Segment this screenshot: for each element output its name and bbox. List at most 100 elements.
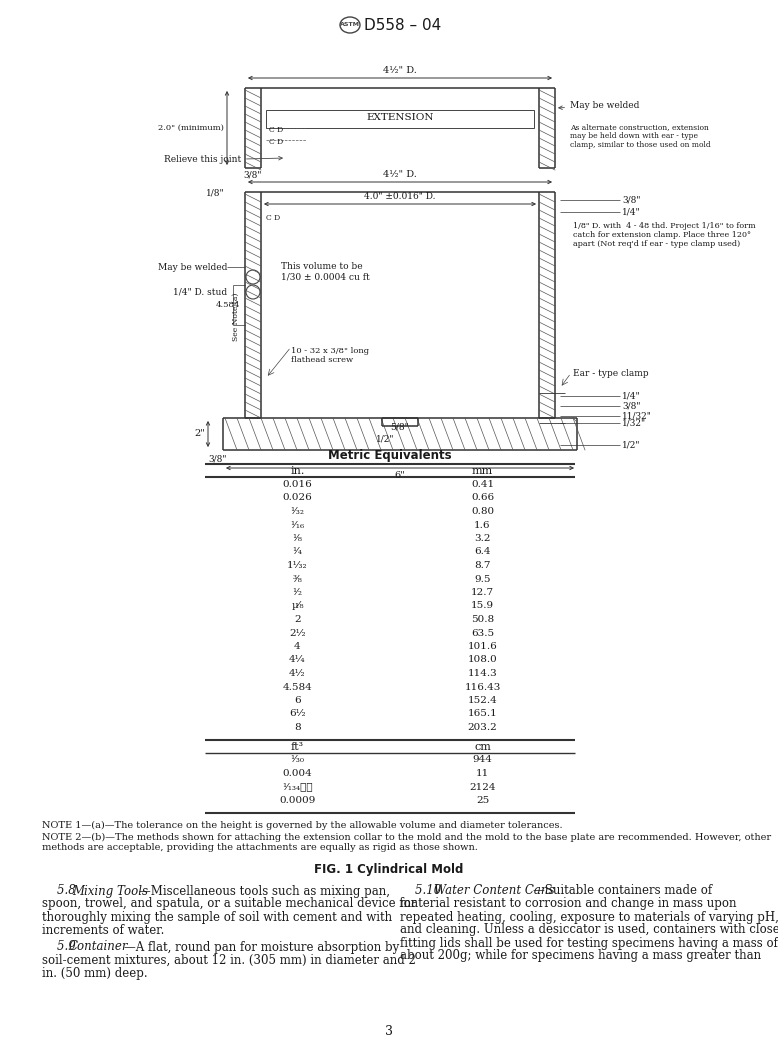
Text: about 200g; while for specimens having a mass greater than: about 200g; while for specimens having a… bbox=[400, 949, 761, 963]
Text: 11: 11 bbox=[476, 769, 489, 778]
Text: 3: 3 bbox=[385, 1025, 393, 1038]
Text: Ear - type clamp: Ear - type clamp bbox=[573, 369, 649, 378]
Text: 3/8": 3/8" bbox=[209, 455, 227, 464]
Text: 0.41: 0.41 bbox=[471, 480, 494, 489]
Text: FIG. 1 Cylindrical Mold: FIG. 1 Cylindrical Mold bbox=[314, 863, 464, 875]
Text: 0.016: 0.016 bbox=[282, 480, 313, 489]
Text: 0.0009: 0.0009 bbox=[279, 796, 316, 805]
Text: ft³: ft³ bbox=[291, 741, 304, 752]
Text: 4¹⁄₂: 4¹⁄₂ bbox=[289, 669, 306, 678]
Text: 4¹⁄₄: 4¹⁄₄ bbox=[289, 656, 306, 664]
Text: 4.0" ±0.016" D.: 4.0" ±0.016" D. bbox=[364, 192, 436, 201]
Text: Mixing Tools: Mixing Tools bbox=[72, 885, 148, 897]
Text: 4¹⁄₂" D.: 4¹⁄₂" D. bbox=[383, 66, 417, 75]
Text: soil-cement mixtures, about 12 in. (305 mm) in diameter and 2: soil-cement mixtures, about 12 in. (305 … bbox=[42, 954, 416, 966]
Text: 4.584: 4.584 bbox=[216, 301, 240, 309]
Text: 6": 6" bbox=[394, 471, 405, 480]
Text: increments of water.: increments of water. bbox=[42, 923, 164, 937]
Text: 2¹⁄₂: 2¹⁄₂ bbox=[289, 629, 306, 637]
Text: 15.9: 15.9 bbox=[471, 602, 494, 610]
Text: 1/4": 1/4" bbox=[622, 391, 640, 401]
Text: in. (50 mm) deep.: in. (50 mm) deep. bbox=[42, 966, 148, 980]
Text: 0.80: 0.80 bbox=[471, 507, 494, 516]
Text: May be welded: May be welded bbox=[559, 102, 640, 110]
Text: 1/2": 1/2" bbox=[376, 434, 394, 443]
Text: Metric Equivalents: Metric Equivalents bbox=[328, 449, 452, 462]
Text: material resistant to corrosion and change in mass upon: material resistant to corrosion and chan… bbox=[400, 897, 737, 911]
Text: D558 – 04: D558 – 04 bbox=[364, 18, 441, 32]
Text: 3/8": 3/8" bbox=[622, 402, 640, 410]
Text: 1/8": 1/8" bbox=[206, 188, 225, 197]
Text: —Miscellaneous tools such as mixing pan,: —Miscellaneous tools such as mixing pan, bbox=[139, 885, 390, 897]
Text: ¹⁄₃₂: ¹⁄₃₂ bbox=[290, 507, 304, 516]
Text: C D: C D bbox=[269, 138, 283, 146]
Text: 101.6: 101.6 bbox=[468, 642, 497, 651]
Text: in.: in. bbox=[290, 466, 305, 476]
Text: cm: cm bbox=[474, 741, 491, 752]
Text: 116.43: 116.43 bbox=[464, 683, 501, 691]
Text: 4¹⁄₂" D.: 4¹⁄₂" D. bbox=[383, 170, 417, 179]
Text: 2": 2" bbox=[194, 430, 205, 438]
Text: and cleaning. Unless a desiccator is used, containers with close: and cleaning. Unless a desiccator is use… bbox=[400, 923, 778, 937]
Text: Relieve this joint: Relieve this joint bbox=[163, 155, 282, 164]
Text: ¹⁄₂: ¹⁄₂ bbox=[293, 588, 303, 596]
Text: 1/4" D. stud: 1/4" D. stud bbox=[173, 287, 227, 297]
Text: 9.5: 9.5 bbox=[475, 575, 491, 584]
Text: 10 - 32 x 3/8" long
flathead screw: 10 - 32 x 3/8" long flathead screw bbox=[291, 347, 369, 364]
Text: May be welded: May be welded bbox=[158, 262, 227, 272]
Text: 3.2: 3.2 bbox=[475, 534, 491, 543]
Text: —Suitable containers made of: —Suitable containers made of bbox=[533, 885, 712, 897]
Text: ¹⁄₁₆: ¹⁄₁₆ bbox=[290, 520, 304, 530]
Text: 5.10: 5.10 bbox=[400, 885, 445, 897]
Text: 6¹⁄₂: 6¹⁄₂ bbox=[289, 710, 306, 718]
Text: 8: 8 bbox=[294, 723, 301, 732]
Text: 2.0" (minimum): 2.0" (minimum) bbox=[158, 124, 224, 132]
Text: 114.3: 114.3 bbox=[468, 669, 497, 678]
Text: ¹⁄₈: ¹⁄₈ bbox=[293, 534, 303, 543]
Text: 12.7: 12.7 bbox=[471, 588, 494, 596]
Text: ¹⁄₃₀: ¹⁄₃₀ bbox=[290, 756, 304, 764]
Text: 8.7: 8.7 bbox=[475, 561, 491, 570]
Text: 1¹⁄₃₂: 1¹⁄₃₂ bbox=[287, 561, 308, 570]
Text: 152.4: 152.4 bbox=[468, 696, 497, 705]
Text: 1/2": 1/2" bbox=[622, 440, 640, 450]
Text: 6: 6 bbox=[294, 696, 301, 705]
Text: 11/32": 11/32" bbox=[622, 411, 652, 421]
Text: 1/4": 1/4" bbox=[622, 207, 640, 217]
Text: 6.4: 6.4 bbox=[475, 548, 491, 557]
Text: methods are acceptable, providing the attachments are equally as rigid as those : methods are acceptable, providing the at… bbox=[42, 843, 478, 853]
Text: ¹⁄₄: ¹⁄₄ bbox=[293, 548, 303, 557]
Text: spoon, trowel, and spatula, or a suitable mechanical device for: spoon, trowel, and spatula, or a suitabl… bbox=[42, 897, 416, 911]
Text: 3/8": 3/8" bbox=[243, 171, 261, 180]
Text: 5/8": 5/8" bbox=[391, 423, 409, 432]
Text: mm: mm bbox=[472, 466, 493, 476]
Text: 1.6: 1.6 bbox=[475, 520, 491, 530]
Text: ¹⁄₁₃₄⁃⁃: ¹⁄₁₃₄⁃⁃ bbox=[282, 783, 313, 791]
Text: 50.8: 50.8 bbox=[471, 615, 494, 624]
Text: NOTE 2—(b)—The methods shown for attaching the extension collar to the mold and : NOTE 2—(b)—The methods shown for attachi… bbox=[42, 833, 771, 841]
Text: Container: Container bbox=[69, 940, 128, 954]
Text: 2124: 2124 bbox=[469, 783, 496, 791]
Text: fitting lids shall be used for testing specimens having a mass of: fitting lids shall be used for testing s… bbox=[400, 937, 778, 949]
Text: 203.2: 203.2 bbox=[468, 723, 497, 732]
Text: C D: C D bbox=[266, 214, 280, 222]
Text: 0.026: 0.026 bbox=[282, 493, 313, 503]
Text: 3/8": 3/8" bbox=[622, 196, 640, 204]
Text: 4: 4 bbox=[294, 642, 301, 651]
Text: 5.8: 5.8 bbox=[42, 885, 79, 897]
Text: ASTM: ASTM bbox=[340, 23, 360, 27]
Text: NOTE 1—(a)—The tolerance on the height is governed by the allowable volume and d: NOTE 1—(a)—The tolerance on the height i… bbox=[42, 820, 562, 830]
Text: Water Content Cans: Water Content Cans bbox=[434, 885, 555, 897]
Bar bbox=[266, 110, 534, 128]
Text: As alternate construction, extension
may be held down with ear - type
clamp, sim: As alternate construction, extension may… bbox=[570, 123, 711, 150]
Text: 1/32": 1/32" bbox=[622, 418, 646, 428]
Text: This volume to be
1/30 ± 0.0004 cu ft: This volume to be 1/30 ± 0.0004 cu ft bbox=[281, 262, 370, 281]
Text: See Note (a): See Note (a) bbox=[232, 293, 240, 341]
Text: —A flat, round pan for moisture absorption by: —A flat, round pan for moisture absorpti… bbox=[124, 940, 399, 954]
Text: 165.1: 165.1 bbox=[468, 710, 497, 718]
Text: 5.9: 5.9 bbox=[42, 940, 79, 954]
Text: 944: 944 bbox=[472, 756, 492, 764]
Text: 0.004: 0.004 bbox=[282, 769, 313, 778]
Text: C D: C D bbox=[269, 126, 283, 134]
Text: ³⁄₈: ³⁄₈ bbox=[293, 575, 303, 584]
